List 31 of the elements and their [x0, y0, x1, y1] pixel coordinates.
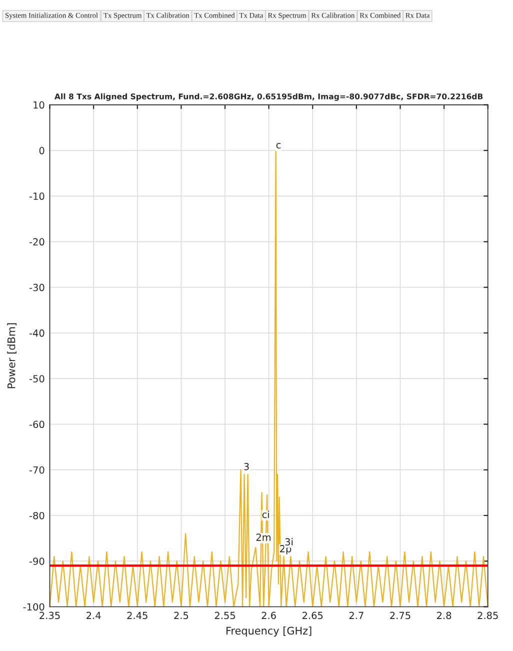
y-tick-label: -60: [29, 420, 44, 428]
y-tick-label: 10: [34, 101, 44, 109]
y-tick-label: -80: [29, 512, 44, 520]
x-tick-label: 2.85: [478, 612, 498, 620]
x-tick-label: 2.6: [262, 612, 276, 620]
x-tick-label: 2.75: [390, 612, 410, 620]
y-tick-label: -100: [23, 603, 44, 611]
annotation: 2p: [280, 545, 292, 554]
y-tick-label: -30: [29, 284, 44, 292]
x-tick-label: 2.7: [349, 612, 364, 619]
y-tick-label: -20: [29, 238, 44, 246]
y-axis-title: Power [dBm]: [7, 323, 16, 388]
y-tick-label: -40: [29, 329, 44, 337]
y-tick-label: -50: [29, 375, 44, 382]
y-tick-label: -90: [29, 558, 44, 565]
x-tick-label: 2.35: [40, 612, 60, 620]
x-tick-label: 2.4: [86, 612, 101, 619]
x-tick-label: 2.5: [174, 612, 188, 620]
x-axis-title: Frequency [GHz]: [226, 626, 312, 637]
y-tick-label: 0: [39, 146, 44, 154]
annotation: c: [276, 142, 281, 149]
annotation: 3: [244, 462, 249, 470]
x-tick-label: 2.55: [214, 612, 235, 620]
annotation: 2m: [256, 534, 270, 541]
y-tick-label: -70: [29, 466, 44, 474]
x-tick-label: 2.8: [437, 612, 452, 620]
annotation: ci: [262, 510, 269, 518]
x-tick-label: 2.65: [302, 612, 323, 620]
annotation: 3i: [285, 538, 293, 546]
y-tick-label: -10: [29, 192, 44, 200]
x-tick-label: 2.45: [127, 612, 148, 620]
